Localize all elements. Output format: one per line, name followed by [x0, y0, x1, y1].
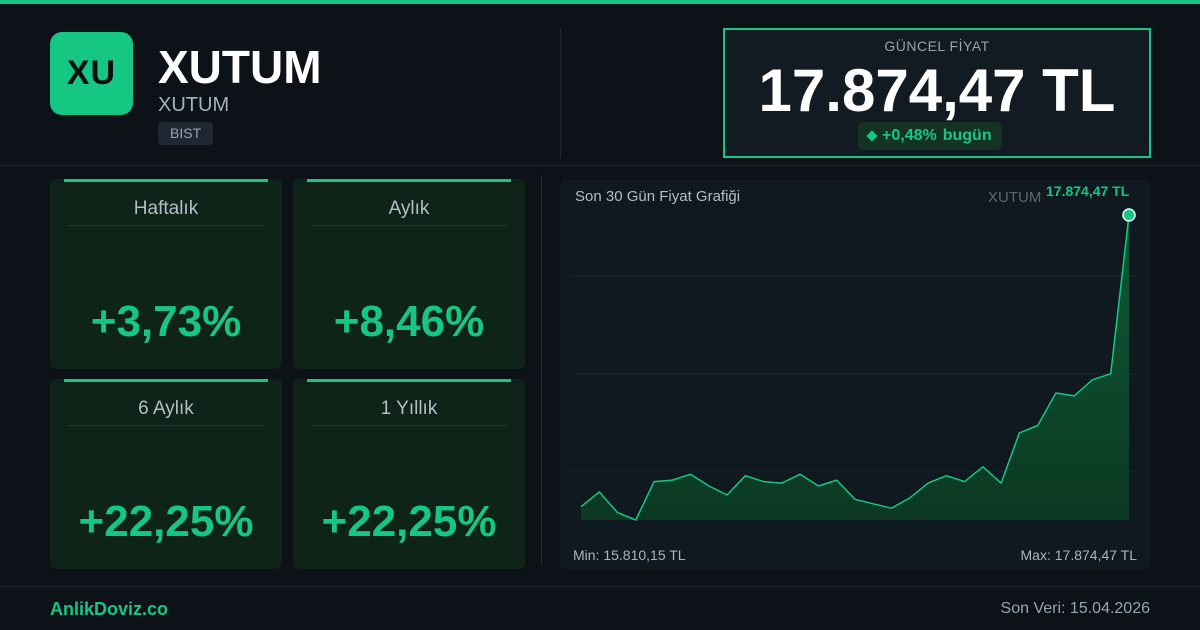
- price-chart-panel: Son 30 Gün Fiyat Grafiği XUTUM 17.874,47…: [560, 180, 1151, 569]
- symbol-title: XUTUM: [158, 41, 322, 93]
- card-value: +22,25%: [78, 497, 254, 546]
- exchange-badge: BIST: [158, 122, 214, 145]
- chart-max-label: Max: 17.874,47 TL: [1020, 547, 1137, 563]
- daily-change-badge: +0,48% bugün: [858, 122, 1002, 150]
- card-accent: [64, 379, 268, 382]
- card-separator: [68, 225, 264, 226]
- card-value: +3,73%: [90, 297, 242, 346]
- logo-text: XU: [66, 54, 117, 92]
- performance-card-weekly: Haftalık +3,73%: [50, 179, 282, 369]
- price-caption: GÜNCEL FİYAT: [884, 38, 990, 54]
- card-label: Aylık: [388, 198, 430, 219]
- card-separator: [311, 225, 507, 226]
- card-label: 1 Yıllık: [380, 398, 438, 419]
- card-label: Haftalık: [133, 198, 199, 219]
- chart-last-point: [1122, 208, 1136, 222]
- card-label: 6 Aylık: [138, 398, 194, 419]
- card-value: +22,25%: [321, 497, 497, 546]
- daily-change-value: +0,48%: [882, 127, 937, 144]
- chart-min-label: Min: 15.810,15 TL: [573, 547, 686, 563]
- card-accent: [64, 179, 268, 182]
- chart-area-fill: [581, 215, 1129, 520]
- performance-card-monthly: Aylık +8,46%: [293, 179, 525, 369]
- card-value: +8,46%: [333, 297, 485, 346]
- performance-card-yearly: 1 Yıllık +22,25%: [293, 379, 525, 569]
- daily-change-suffix: bugün: [942, 127, 992, 144]
- chart-last-price: 17.874,47 TL: [1046, 183, 1130, 199]
- performance-card-6-month: 6 Aylık +22,25%: [50, 379, 282, 569]
- card-accent: [307, 379, 511, 382]
- card-separator: [311, 425, 507, 426]
- header-divider: [560, 28, 561, 158]
- last-data-date: Son Veri: 15.04.2026: [1000, 600, 1150, 617]
- symbol-name: XUTUM: [158, 94, 230, 116]
- price-chart: [572, 208, 1139, 521]
- chart-series-line: [580, 214, 1130, 521]
- current-price-box: GÜNCEL FİYAT 17.874,47 TL +0,48% bugün: [723, 28, 1151, 158]
- symbol-logo: XU: [50, 32, 133, 115]
- top-accent-bar: [0, 0, 1200, 4]
- chart-symbol: XUTUM: [988, 189, 1042, 206]
- card-accent: [307, 179, 511, 182]
- chart-title: Son 30 Gün Fiyat Grafiği: [575, 188, 741, 205]
- header: XU XUTUM XUTUM BIST GÜNCEL FİYAT 17.874,…: [0, 4, 1200, 166]
- card-separator: [68, 425, 264, 426]
- price-value: 17.874,47 TL: [758, 57, 1116, 124]
- diamond-icon: [866, 130, 878, 142]
- section-divider: [541, 175, 542, 565]
- footer-divider: [0, 586, 1200, 587]
- brand-link[interactable]: AnlikDoviz.co: [50, 599, 169, 619]
